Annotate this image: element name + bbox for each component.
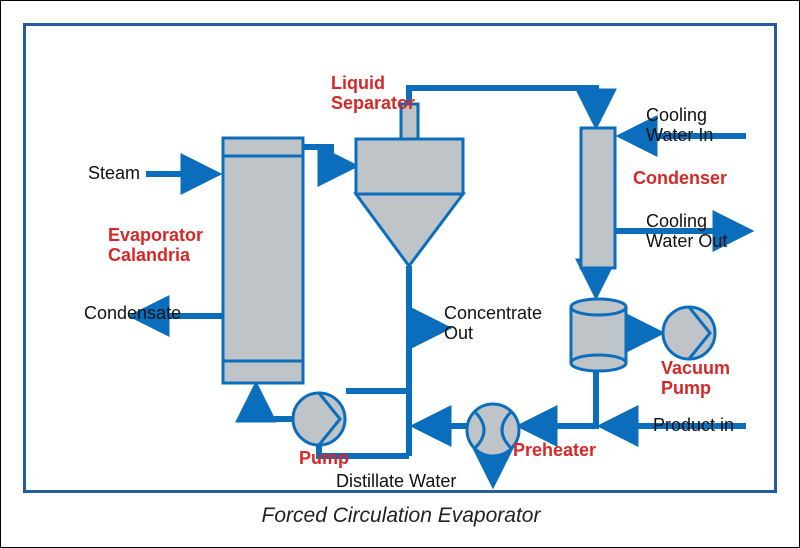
label-vacuum-pump: VacuumPump <box>661 359 730 399</box>
label-cooling-out: CoolingWater Out <box>646 212 727 252</box>
evaporator-body <box>223 138 303 383</box>
label-condenser: Condenser <box>633 169 727 189</box>
diagram-frame: EvaporatorCalandria LiquidSeparator Cond… <box>23 23 777 493</box>
label-pump: Pump <box>299 449 349 469</box>
label-steam: Steam <box>88 164 140 184</box>
label-cooling-in: CoolingWater In <box>646 106 713 146</box>
condenser-body <box>581 128 615 268</box>
label-concentrate-out: ConcentrateOut <box>444 304 542 344</box>
diagram-page: EvaporatorCalandria LiquidSeparator Cond… <box>0 0 800 548</box>
separator-body <box>356 139 463 194</box>
preheater-body <box>467 404 519 456</box>
tank-body <box>571 299 626 371</box>
pump-body <box>293 393 345 445</box>
label-condensate: Condensate <box>84 304 181 324</box>
diagram-caption: Forced Circulation Evaporator <box>1 504 800 528</box>
label-preheater: Preheater <box>513 441 596 461</box>
vacuum-pump-body <box>663 307 715 359</box>
label-distillate: Distillate Water <box>336 472 456 492</box>
label-evaporator: EvaporatorCalandria <box>108 226 203 266</box>
label-product-in: Product in <box>653 416 734 436</box>
separator-cone <box>356 194 463 266</box>
label-separator: LiquidSeparator <box>331 74 415 114</box>
